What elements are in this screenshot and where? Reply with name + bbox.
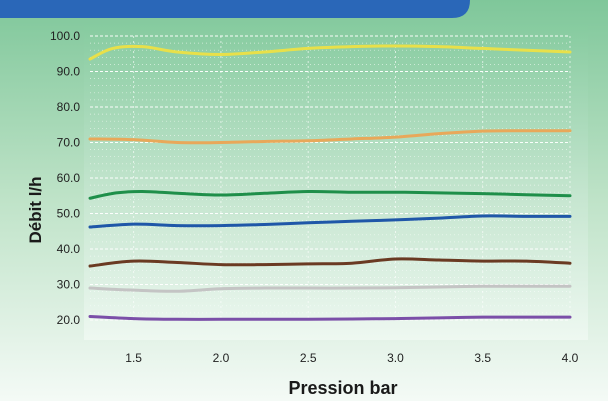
x-tick-label: 2.0 — [213, 351, 230, 365]
series-line-6 — [88, 284, 572, 293]
y-tick-label: 40.0 — [57, 242, 81, 256]
x-tick-label: 3.0 — [387, 351, 404, 365]
x-axis-title: Pression bar — [288, 378, 397, 398]
y-tick-label: 80.0 — [57, 100, 81, 114]
series-line-1 — [88, 44, 572, 61]
y-tick-label: 70.0 — [57, 136, 81, 150]
y-tick-label: 20.0 — [57, 313, 81, 327]
x-tick-label: 4.0 — [562, 351, 579, 365]
series-line-5 — [88, 257, 572, 268]
series-line-3 — [88, 189, 572, 200]
y-tick-label: 60.0 — [57, 171, 81, 185]
y-tick-label: 100.0 — [50, 29, 80, 43]
grid — [90, 35, 571, 321]
x-tick-label: 2.5 — [300, 351, 317, 365]
y-tick-label: 30.0 — [57, 278, 81, 292]
y-axis-title: Débit l/h — [26, 176, 45, 243]
x-tick-label: 1.5 — [125, 351, 142, 365]
y-tick-label: 50.0 — [57, 207, 81, 221]
x-axis: 1.5 2.0 2.5 3.0 3.5 4.0 — [125, 351, 578, 365]
y-tick-label: 90.0 — [57, 65, 81, 79]
series-line-4 — [88, 214, 572, 229]
x-tick-label: 3.5 — [474, 351, 491, 365]
series-line-2 — [88, 129, 572, 145]
y-axis: 20.0 30.0 40.0 50.0 60.0 70.0 80.0 90.0 100.0 — [50, 29, 80, 327]
title-band — [0, 0, 470, 18]
series-line-7 — [88, 314, 572, 321]
series-group — [88, 44, 572, 321]
